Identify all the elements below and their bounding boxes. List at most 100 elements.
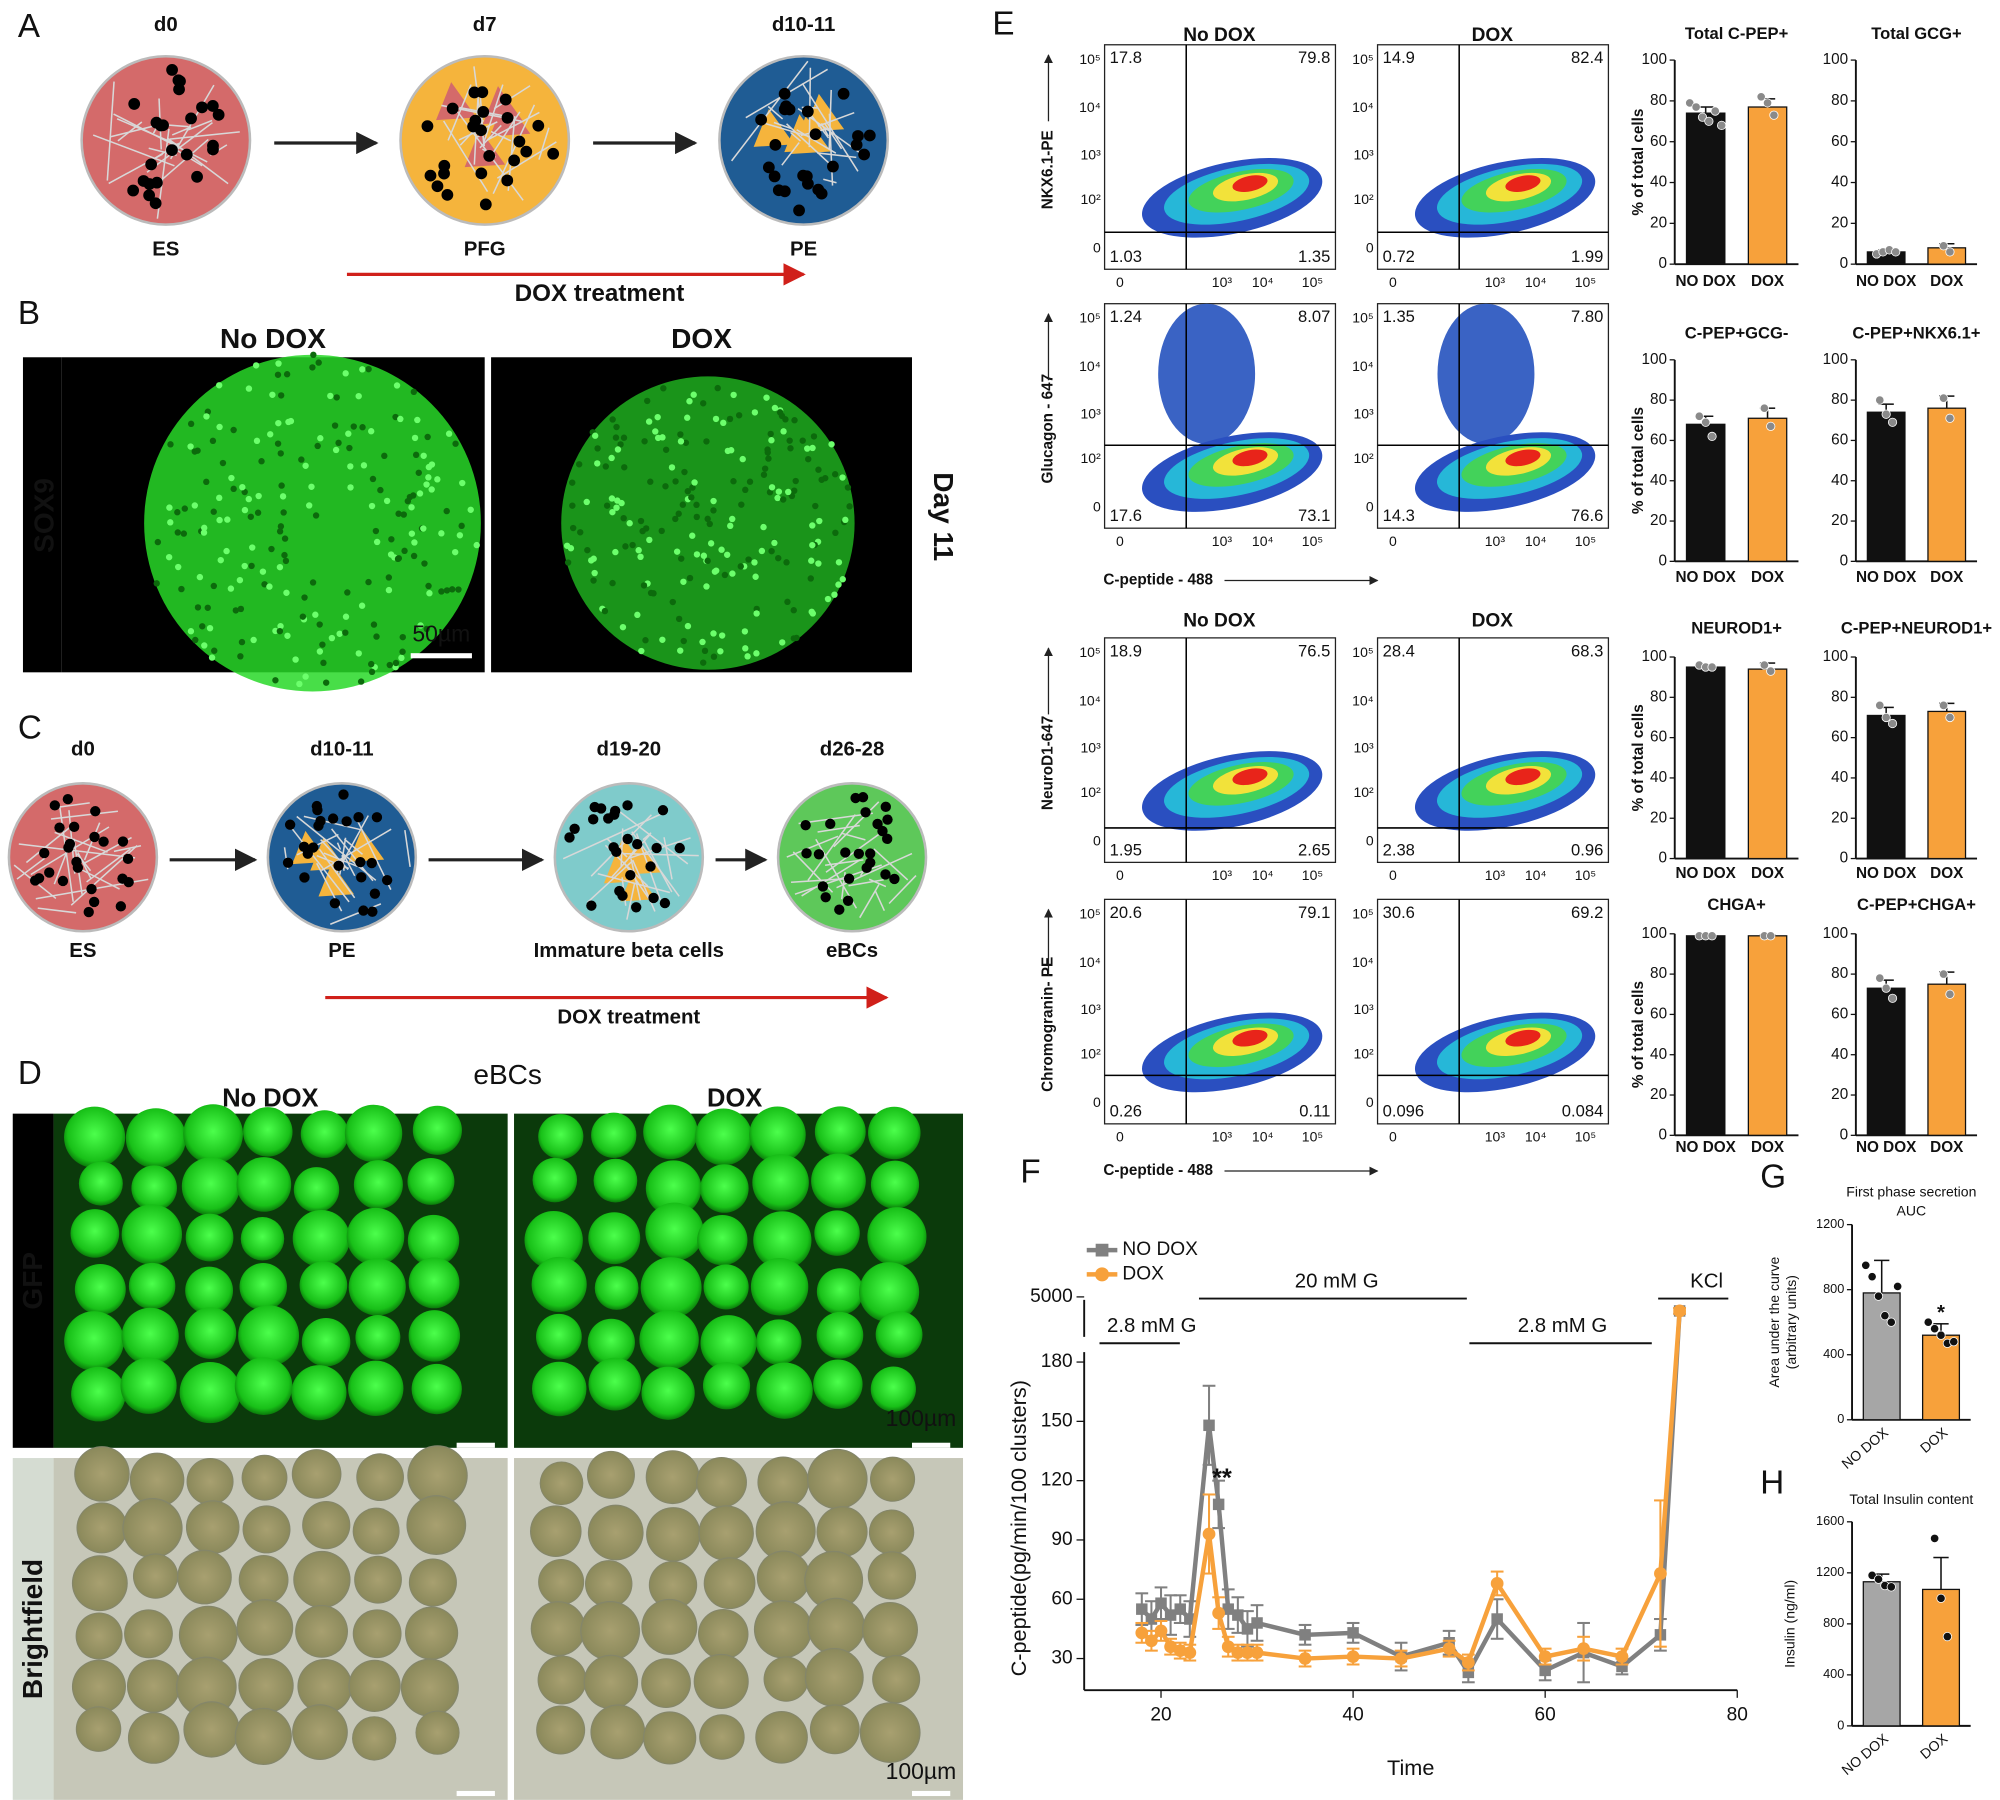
nucleus-signal [401,547,408,555]
nucleus-signal [793,634,800,642]
chart-title: C-PEP+NEUROD1+ [1841,618,1992,637]
nucleus-signal [400,511,407,518]
nucleus-signal [642,637,649,644]
y-tick-label: 20 [1831,1086,1848,1103]
nucleus-signal [684,414,691,421]
nucleus-signal [780,496,787,503]
nucleus [311,800,323,812]
nucleus-signal [410,552,418,560]
significance-label: * [1937,1302,1945,1324]
islet-cluster [697,1608,749,1660]
islet-cluster [703,1264,749,1310]
nucleus-signal [564,559,572,566]
nucleus-signal [791,417,798,424]
nucleus-signal [357,678,365,685]
nucleus [299,872,310,883]
flow-tick-label: 0 [1116,533,1124,549]
flow-tick-label: 10³ [1080,405,1101,421]
marker [1241,1646,1254,1659]
islet-cluster [593,1158,638,1203]
flow-tick-label: 10⁴ [1252,274,1274,290]
scale-label: 100µm [886,1758,957,1784]
islet-cluster [804,1550,864,1610]
islet-cluster [292,1704,348,1761]
cell-edge [823,178,837,184]
nucleus-signal [443,587,451,594]
y-tick-label: 150 [1041,1410,1073,1431]
y-tick-label: 90 [1051,1529,1072,1550]
nucleus [137,175,150,187]
nucleus-signal [373,538,381,546]
nucleus-signal [569,502,576,509]
nucleus [475,124,487,137]
nucleus-signal [254,509,262,516]
data-point [1707,662,1717,672]
nucleus-signal [785,488,792,496]
bar [1685,423,1726,562]
nucleus [98,836,109,847]
nucleus-signal [420,525,427,532]
nucleus [608,842,619,853]
marker [1164,1640,1177,1654]
islet-cluster [641,1366,695,1420]
stage-label: d26-28 [820,739,885,761]
cell-edge [113,844,142,853]
scale-label: 100µm [886,1405,957,1431]
nucleus-signal [704,515,711,523]
nucleus-signal [809,444,816,452]
nucleus-signal [741,628,749,635]
marker [1173,1644,1187,1658]
islet-cluster [870,1366,916,1412]
nucleus-signal [385,574,393,581]
flow-tick-label: 10⁵ [1302,1129,1323,1145]
nucleus-signal [760,471,768,478]
nucleus [825,818,836,830]
row-label: Brightfield [17,1559,48,1699]
flow-tick-label: 10⁵ [1079,51,1100,67]
axis-label: C-peptide - 488 [1103,572,1213,589]
nucleus-signal [644,397,651,405]
nucleus-signal [680,578,687,585]
cell-edge [492,104,536,194]
data-point [1762,98,1773,108]
stain-label-box [22,357,62,673]
cell-patch [348,828,385,862]
y-tick-label: 100 [1823,648,1849,665]
nucleus-signal [208,654,216,661]
flow-tick-label: 10³ [1353,146,1374,162]
nucleus-signal [272,677,279,684]
panel-letter: C [18,709,42,746]
nucleus [421,120,434,133]
x-tick-label: NO DOX [1676,569,1737,586]
density-blob [1505,768,1541,786]
islet-cluster [412,1105,462,1155]
nucleus [143,189,156,202]
nucleus [483,150,496,162]
y-tick-label: 60 [1831,1005,1848,1022]
y-tick-label: 1200 [1816,1216,1844,1231]
nucleus-signal [426,590,433,597]
y-tick-label: 80 [1650,391,1667,408]
cell-type-label: ES [69,940,96,962]
nucleus [622,833,633,845]
nucleus [801,105,814,118]
islet-cluster [71,1366,126,1422]
y-tick-label: 100 [1642,648,1668,665]
density-blob [1505,449,1541,467]
nucleus-signal [645,418,653,425]
cell-edge [25,824,74,864]
nucleus [837,87,850,100]
cell-patch [784,114,825,153]
x-tick-label: NO DOX [1856,273,1917,290]
nucleus-signal [641,438,648,445]
bar [1747,417,1788,562]
nucleus [446,102,459,115]
nucleus-signal [350,423,357,430]
nucleus [817,881,829,892]
y-tick-label: 20 [1650,1086,1667,1103]
nucleus-signal [200,529,208,536]
nucleus-signal [259,568,267,575]
nucleus-signal [279,493,287,500]
flow-tick-label: 0 [1389,1129,1397,1145]
islet-cluster [408,1257,460,1309]
